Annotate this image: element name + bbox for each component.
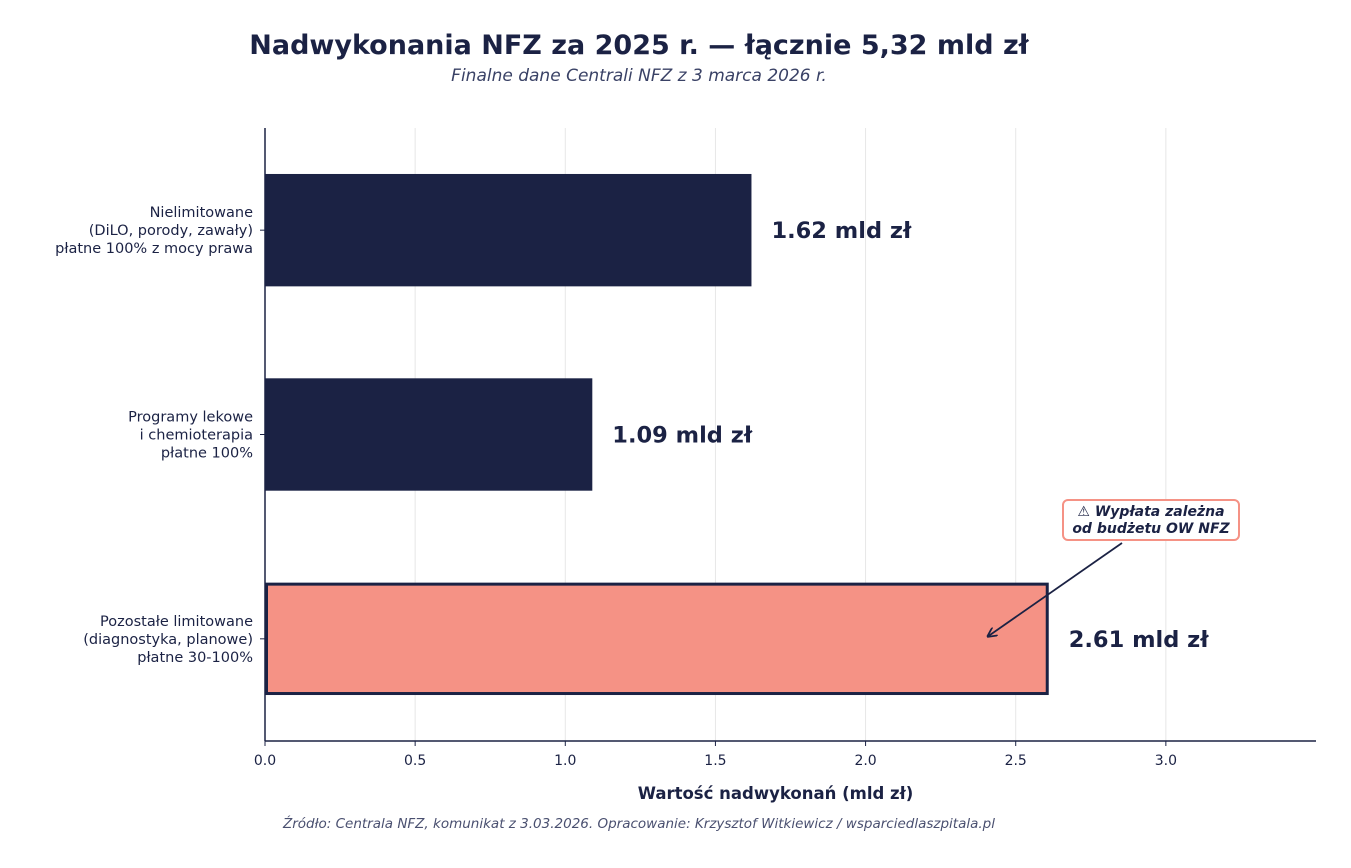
category-label-line: Programy lekowe bbox=[128, 410, 253, 426]
category-label-line: płatne 100% z mocy prawa bbox=[55, 241, 253, 257]
x-tick-label: 1.0 bbox=[554, 753, 576, 769]
bars bbox=[265, 173, 1049, 696]
x-tick-label: 3.0 bbox=[1155, 753, 1177, 769]
x-tick-label: 2.5 bbox=[1005, 753, 1027, 769]
category-label-line: Pozostałe limitowane bbox=[100, 614, 253, 630]
category-label: Nielimitowane (DiLO, porody, zawały) płatn… bbox=[55, 205, 253, 257]
annotation-arrow bbox=[989, 542, 1123, 636]
annotation-box bbox=[1062, 499, 1240, 541]
category-label-line: płatne 30-100% bbox=[137, 650, 253, 666]
source-note: Źródło: Centrala NFZ, komunikat z 3.03.2… bbox=[283, 816, 995, 832]
annotation-text: ⚠ Wypłata zależna bbox=[1077, 504, 1224, 520]
x-tick-label: 1.5 bbox=[704, 753, 726, 769]
bar bbox=[265, 378, 593, 491]
category-label-line: (diagnostyka, planowe) bbox=[83, 632, 253, 648]
chart-title: Nadwykonania NFZ za 2025 r. — łącznie 5,… bbox=[249, 30, 1029, 61]
chart-subtitle: Finalne dane Centrali NFZ z 3 marca 2026… bbox=[451, 66, 827, 86]
value-label: 1.09 mld zł bbox=[612, 423, 753, 449]
axes: 0.0 0.5 1.0 1.5 2.0 2.5 3.0 Wartość nadwykonań … bbox=[254, 128, 1316, 803]
category-label: Programy lekowe i chemioterapia płatne 100… bbox=[128, 410, 253, 462]
annotation-text: od budżetu OW NFZ bbox=[1072, 521, 1230, 537]
bar bbox=[265, 173, 752, 287]
category-label-line: i chemioterapia bbox=[140, 428, 253, 444]
x-tick-label: 0.0 bbox=[254, 753, 276, 769]
x-tick-label: 0.5 bbox=[404, 753, 426, 769]
value-label: 2.61 mld zł bbox=[1069, 627, 1210, 653]
x-axis-label: Wartość nadwykonań (mld zł) bbox=[638, 784, 914, 803]
category-label-line: płatne 100% bbox=[161, 446, 253, 462]
category-label-line: (DiLO, porody, zawały) bbox=[89, 223, 253, 239]
category-label: Pozostałe limitowane (diagnostyka, planow… bbox=[83, 614, 253, 666]
labels: Nielimitowane (DiLO, porody, zawały) płatn… bbox=[55, 205, 1209, 666]
value-label: 1.62 mld zł bbox=[771, 218, 912, 244]
category-label-line: Nielimitowane bbox=[150, 205, 253, 221]
x-tick-label: 2.0 bbox=[854, 753, 876, 769]
bar bbox=[265, 582, 1049, 696]
